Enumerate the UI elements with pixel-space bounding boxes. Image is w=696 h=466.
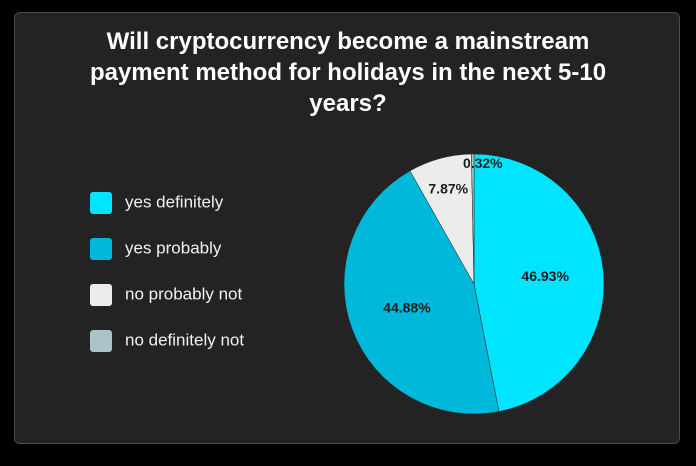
- data-label: 0.32%: [463, 155, 503, 171]
- legend-swatch: [90, 330, 112, 352]
- legend-label: no definitely not: [125, 330, 244, 349]
- pie-slice: [343, 170, 500, 415]
- legend-swatch: [90, 238, 112, 260]
- data-label: 44.88%: [383, 299, 431, 315]
- pie-slice: [471, 153, 475, 285]
- legend-label: no probably not: [125, 284, 242, 303]
- chart-title: Will cryptocurrency become a mainstream …: [89, 28, 607, 117]
- legend-label: yes probably: [125, 238, 222, 257]
- data-label: 7.87%: [428, 181, 468, 197]
- data-label: 46.93%: [521, 268, 569, 284]
- legend-label: yes definitely: [125, 192, 224, 211]
- pie-slice: [473, 153, 605, 412]
- legend-swatch: [90, 192, 112, 214]
- legend-swatch: [90, 284, 112, 306]
